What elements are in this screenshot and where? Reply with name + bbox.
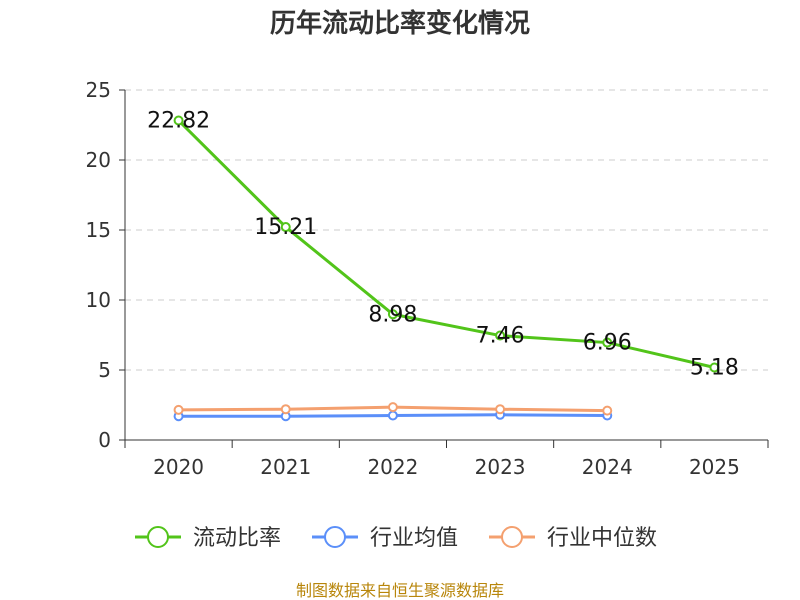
data-point xyxy=(387,402,398,413)
data-label: 7.46 xyxy=(476,324,525,349)
source-note: 制图数据来自恒生聚源数据库 xyxy=(296,581,504,600)
data-point xyxy=(602,337,613,348)
legend-label-1: 行业均值 xyxy=(370,526,458,551)
grid xyxy=(125,89,768,371)
chart-title: 历年流动比率变化情况 xyxy=(270,8,530,39)
y-tick-label: 20 xyxy=(86,148,111,172)
y-tick-label: 15 xyxy=(86,218,111,242)
data-label: 5.18 xyxy=(690,355,739,380)
legend-marker-0 xyxy=(147,526,169,548)
data-label: 8.98 xyxy=(368,302,417,327)
data-point xyxy=(387,410,398,421)
data-point xyxy=(495,404,506,415)
data-point xyxy=(387,309,398,320)
data-label: 22.82 xyxy=(147,109,210,134)
legend-label-0: 流动比率 xyxy=(193,526,281,551)
data-point xyxy=(280,404,291,415)
x-tick-label: 2021 xyxy=(260,455,311,479)
y-tick-label: 0 xyxy=(98,428,111,452)
data-point xyxy=(602,405,613,416)
y-tick-label: 10 xyxy=(86,288,111,312)
x-tick-label: 2024 xyxy=(582,455,633,479)
data-label: 15.21 xyxy=(254,215,317,240)
legend-label-2: 行业中位数 xyxy=(547,526,657,551)
y-tick-label: 5 xyxy=(98,358,111,382)
data-label: 6.96 xyxy=(583,331,632,356)
x-tick-label: 2023 xyxy=(475,455,526,479)
x-tick-label: 2025 xyxy=(689,455,740,479)
data-point xyxy=(709,362,720,373)
series-line-0 xyxy=(177,119,715,369)
legend-marker-1 xyxy=(324,526,346,548)
data-point xyxy=(280,222,291,233)
legend-marker-2 xyxy=(501,526,523,548)
data-point xyxy=(173,404,184,415)
x-tick-label: 2022 xyxy=(367,455,418,479)
data-point xyxy=(495,330,506,341)
series-group: 22.82 15.21 8.98 7.46 6.96 5.18 xyxy=(147,109,739,422)
x-tick-label: 2020 xyxy=(153,455,204,479)
y-tick-label: 25 xyxy=(86,78,111,102)
data-point xyxy=(173,115,184,126)
legend: 流动比率 行业均值 行业中位数 xyxy=(135,526,657,551)
